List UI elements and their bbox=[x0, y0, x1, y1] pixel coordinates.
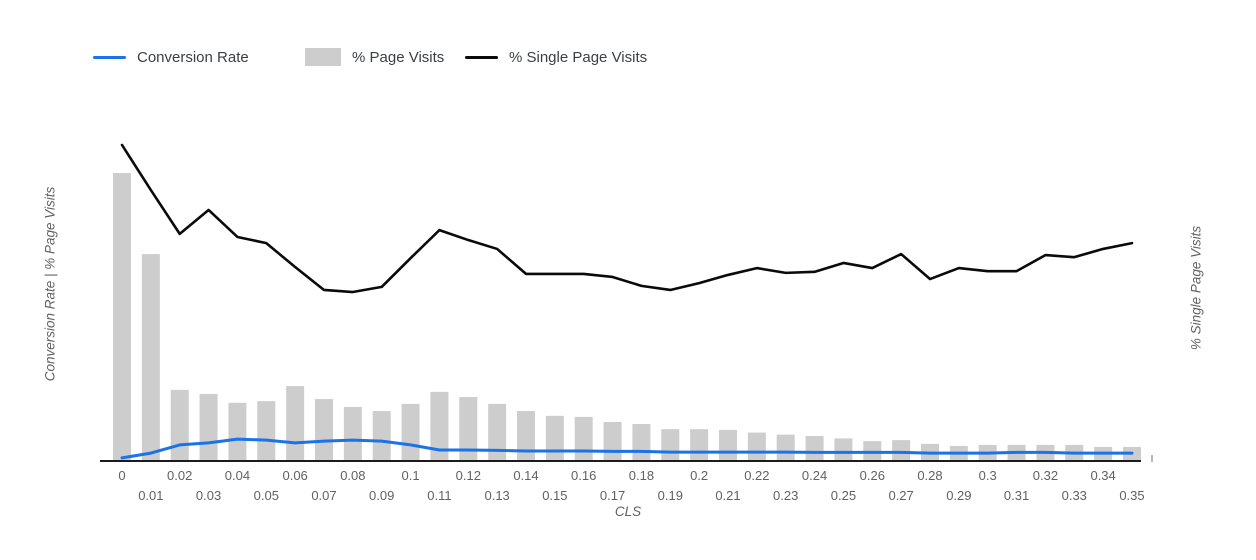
bar-page-visits[interactable] bbox=[718, 429, 737, 462]
bar-page-visits[interactable] bbox=[574, 416, 593, 462]
x-tick-label: 0 bbox=[118, 468, 126, 483]
bar-page-visits[interactable] bbox=[834, 438, 853, 462]
x-tick-label: 0.26 bbox=[859, 468, 885, 483]
bar-page-visits[interactable] bbox=[661, 429, 680, 462]
x-tick-label: 0.06 bbox=[282, 468, 308, 483]
legend-item-single-page-visits[interactable]: % Single Page Visits bbox=[465, 47, 647, 67]
conversion-rate-line[interactable] bbox=[120, 437, 1134, 460]
bar-page-visits[interactable] bbox=[170, 389, 189, 462]
x-tick-label: 0.33 bbox=[1061, 488, 1087, 503]
bar-page-visits[interactable] bbox=[603, 421, 622, 462]
legend-label-single-page-visits: % Single Page Visits bbox=[509, 48, 648, 66]
x-tick-label: 0.25 bbox=[830, 488, 857, 503]
bar-page-visits[interactable] bbox=[545, 415, 564, 462]
x-tick-label: 0.21 bbox=[715, 488, 741, 503]
x-axis-title: CLS bbox=[614, 504, 642, 519]
x-tick-label: 0.17 bbox=[599, 488, 626, 503]
x-tick-label: 0.05 bbox=[253, 488, 279, 503]
bar-page-visits[interactable] bbox=[228, 402, 247, 462]
x-tick-label: 0.28 bbox=[917, 468, 943, 483]
x-tick-label: 0.31 bbox=[1003, 488, 1030, 503]
x-tick-label: 0.12 bbox=[455, 468, 481, 483]
legend-item-page-visits[interactable]: % Page Visits bbox=[305, 47, 444, 67]
single-page-visits-line-swatch-icon bbox=[465, 55, 498, 59]
x-tick-label: 0.02 bbox=[167, 468, 193, 483]
x-tick-label: 0.13 bbox=[484, 488, 510, 503]
bar-page-visits[interactable] bbox=[343, 406, 362, 462]
x-tick-label: 0.32 bbox=[1032, 468, 1059, 483]
x-tick-label: 0.3 bbox=[978, 468, 997, 483]
y-axis-title-right: % Single Page Visits bbox=[1188, 225, 1204, 351]
x-tick-label: 0.27 bbox=[888, 488, 914, 503]
bar-page-visits[interactable] bbox=[372, 411, 391, 462]
x-tick-label: 0.34 bbox=[1090, 468, 1116, 483]
x-tick-label: 0.2 bbox=[690, 468, 709, 483]
x-tick-label: 0.24 bbox=[801, 468, 828, 483]
x-tick-label: 0.01 bbox=[138, 488, 164, 503]
x-tick-label: 0.16 bbox=[571, 468, 597, 483]
x-tick-label: 0.03 bbox=[195, 488, 222, 503]
legend-label-conversion-rate: Conversion Rate bbox=[137, 48, 249, 66]
x-tick-label: 0.11 bbox=[427, 488, 452, 503]
bar-page-visits[interactable] bbox=[747, 432, 766, 462]
x-tick-label: 0.29 bbox=[946, 488, 972, 503]
x-tick-label: 0.07 bbox=[311, 488, 337, 503]
bar-page-visits[interactable] bbox=[632, 424, 651, 462]
legend-item-conversion-rate[interactable]: Conversion Rate bbox=[93, 47, 249, 67]
x-tick-label: 0.35 bbox=[1119, 488, 1145, 503]
bar-page-visits[interactable] bbox=[286, 386, 305, 462]
x-tick-label: 0.1 bbox=[401, 468, 420, 483]
single-page-visits-line[interactable] bbox=[120, 143, 1134, 294]
x-tick-label: 0.22 bbox=[744, 468, 770, 483]
bar-page-visits[interactable] bbox=[776, 434, 795, 462]
bar-page-visits[interactable] bbox=[113, 173, 131, 462]
conversion-rate-line-swatch-icon bbox=[93, 55, 126, 59]
bar-page-visits[interactable] bbox=[516, 411, 535, 462]
x-tick-label: 0.15 bbox=[542, 488, 568, 503]
bar-page-visits[interactable] bbox=[314, 399, 333, 462]
x-tick-label: 0.14 bbox=[513, 468, 539, 483]
bar-page-visits[interactable] bbox=[401, 403, 420, 462]
bar-page-visits[interactable] bbox=[459, 397, 478, 462]
bar-page-visits[interactable] bbox=[488, 403, 507, 462]
x-tick-label: 0.18 bbox=[628, 468, 655, 483]
bar-page-visits[interactable] bbox=[430, 391, 449, 462]
y-axis-title-left: Conversion Rate | % Page Visits bbox=[42, 186, 58, 382]
legend-label-page-visits: % Page Visits bbox=[352, 48, 445, 66]
bar-page-visits[interactable] bbox=[805, 436, 824, 462]
bar-page-visits[interactable] bbox=[199, 393, 218, 462]
x-tick-label: 0.09 bbox=[369, 488, 395, 503]
bar-page-visits[interactable] bbox=[141, 254, 160, 462]
x-tick-label: 0.23 bbox=[773, 488, 799, 503]
bar-page-visits[interactable] bbox=[690, 429, 709, 462]
plot-area[interactable] bbox=[95, 115, 1165, 467]
x-tick-label: 0.04 bbox=[224, 468, 251, 483]
bar-page-visits[interactable] bbox=[257, 401, 276, 462]
x-tick-label: 0.19 bbox=[657, 488, 683, 503]
page-visits-box-swatch-icon bbox=[305, 48, 341, 66]
x-tick-label: 0.08 bbox=[340, 468, 366, 483]
